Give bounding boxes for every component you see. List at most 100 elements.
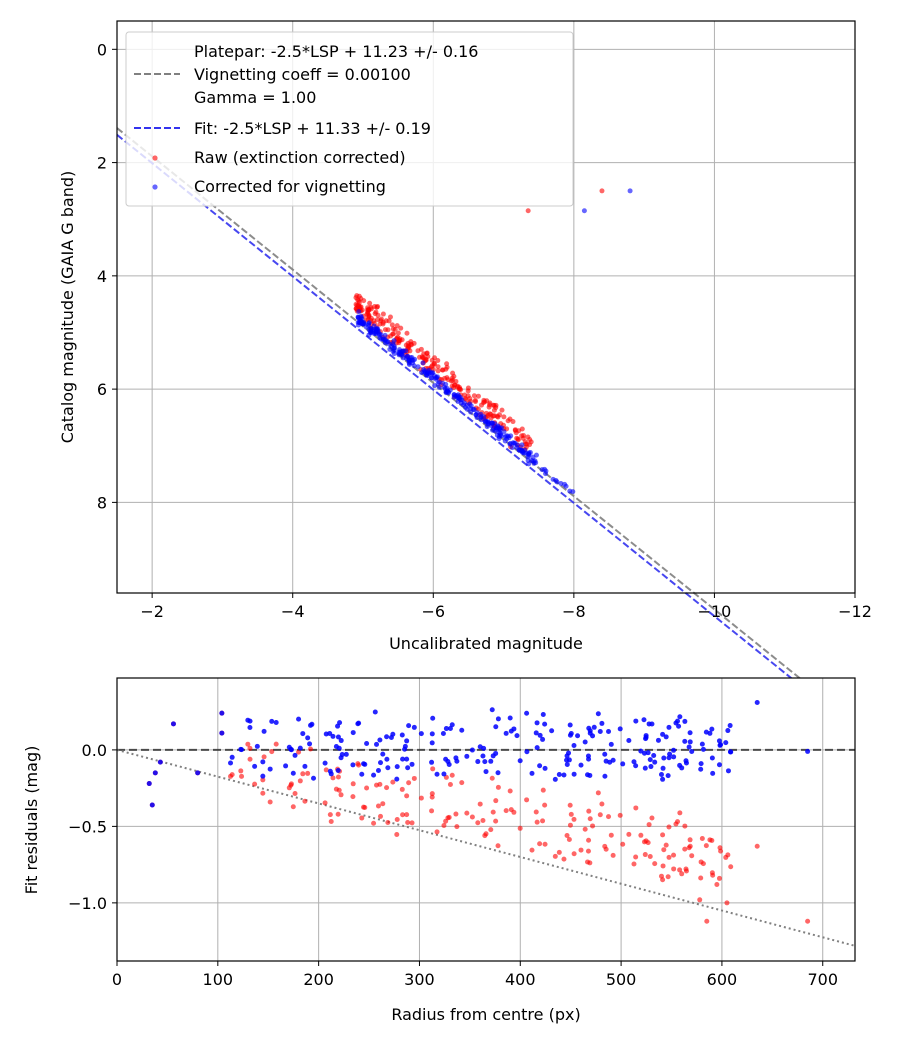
residual-corrected-point — [727, 723, 733, 729]
raw-point — [449, 383, 455, 389]
residual-corrected-point — [620, 761, 626, 767]
raw-point — [528, 439, 534, 445]
residual-corrected-point — [283, 763, 289, 769]
corrected-point — [471, 406, 477, 412]
residual-raw-point — [390, 779, 396, 785]
residual-raw-point — [495, 784, 501, 790]
residual-corrected-point — [305, 735, 311, 741]
residual-corrected-point — [375, 768, 381, 774]
raw-point — [368, 315, 374, 321]
residual-raw-point — [446, 814, 452, 820]
residual-raw-point — [380, 801, 386, 807]
residual-raw-point — [350, 781, 356, 787]
residual-raw-point — [687, 837, 693, 843]
residual-corrected-point — [362, 761, 368, 767]
residuals-xlabel: Radius from centre (px) — [391, 1005, 580, 1024]
residual-raw-point — [507, 788, 513, 794]
residual-raw-point — [586, 837, 592, 843]
corrected-point — [492, 428, 498, 434]
residual-raw-point — [290, 804, 296, 810]
corrected-point — [397, 347, 403, 353]
residual-raw-point — [411, 775, 417, 781]
residual-corrected-point — [443, 726, 449, 732]
residual-raw-point — [663, 842, 669, 848]
corrected-point — [359, 316, 365, 322]
calibration-xtick-label: −12 — [838, 602, 872, 621]
residual-raw-point — [671, 852, 677, 858]
residual-corrected-point — [404, 756, 410, 762]
residual-raw-point — [350, 794, 356, 800]
raw-point — [465, 385, 471, 391]
raw-point — [510, 419, 516, 425]
legend-platepar-line1: Platepar: -2.5*LSP + 11.23 +/- 0.16 — [194, 42, 478, 61]
residual-corrected-point — [626, 737, 632, 743]
residual-raw-point — [377, 781, 383, 787]
corrected-point — [514, 444, 520, 450]
residual-corrected-point — [429, 759, 435, 765]
residual-raw-point — [400, 812, 406, 818]
residual-corrected-point — [495, 770, 501, 776]
residual-raw-point — [355, 761, 361, 767]
residual-raw-point — [247, 756, 253, 762]
residual-raw-point — [449, 772, 455, 778]
residual-corrected-point — [514, 733, 520, 739]
residual-raw-point — [405, 820, 411, 826]
residual-corrected-point — [374, 741, 380, 747]
residual-corrected-point — [660, 731, 666, 737]
residual-raw-point — [677, 810, 683, 816]
residual-corrected-point — [493, 724, 499, 730]
residual-raw-point — [302, 798, 308, 804]
residual-raw-point — [665, 874, 671, 880]
raw-point — [472, 397, 478, 403]
residual-corrected-point — [440, 731, 446, 737]
residual-corrected-point — [219, 730, 225, 736]
residual-corrected-point — [676, 723, 682, 729]
residual-corrected-point — [698, 761, 704, 767]
residual-raw-point — [534, 819, 540, 825]
residual-raw-point — [430, 766, 436, 772]
residual-corrected-point — [571, 771, 577, 777]
calibration-ytick-label: 2 — [97, 154, 107, 173]
residual-raw-point — [642, 852, 648, 858]
residuals-xtick-label: 400 — [505, 970, 536, 989]
residual-raw-point — [682, 846, 688, 852]
residual-raw-point — [322, 800, 328, 806]
residual-corrected-point — [404, 738, 410, 744]
residual-raw-point — [488, 827, 494, 833]
residual-raw-point — [571, 851, 577, 857]
residual-raw-point — [568, 811, 574, 817]
residual-corrected-point — [661, 755, 667, 761]
raw-point — [404, 330, 410, 336]
residual-raw-point — [338, 792, 344, 798]
corrected-point — [497, 427, 503, 433]
residual-corrected-point — [597, 729, 603, 735]
residual-raw-point — [585, 848, 591, 854]
residual-raw-point — [699, 835, 705, 841]
residual-raw-point — [564, 832, 570, 838]
residual-corrected-point — [327, 768, 333, 774]
residual-corrected-point — [429, 731, 435, 737]
corrected-point — [429, 375, 435, 381]
residual-raw-point — [490, 809, 496, 815]
residuals-xtick-label: 300 — [404, 970, 435, 989]
residual-corrected-point — [399, 732, 405, 738]
residual-corrected-point — [578, 762, 584, 768]
corrected-point — [411, 363, 417, 369]
residual-corrected-point — [245, 717, 251, 723]
residual-raw-point — [533, 809, 539, 815]
raw-point — [520, 435, 526, 441]
residual-raw-point — [454, 824, 460, 830]
raw-point — [389, 322, 395, 328]
raw-point — [367, 300, 373, 306]
residual-corrected-point — [292, 752, 298, 758]
residual-raw-point — [626, 831, 632, 837]
residual-corrected-point — [371, 772, 377, 778]
residual-raw-point — [610, 852, 616, 858]
corrected-point — [533, 452, 539, 458]
residual-corrected-point — [290, 770, 296, 776]
residual-corrected-point — [384, 734, 390, 740]
residual-corrected-point — [716, 762, 722, 768]
residual-raw-point — [336, 787, 342, 793]
residual-corrected-point — [645, 750, 651, 756]
residual-corrected-point — [534, 745, 540, 751]
